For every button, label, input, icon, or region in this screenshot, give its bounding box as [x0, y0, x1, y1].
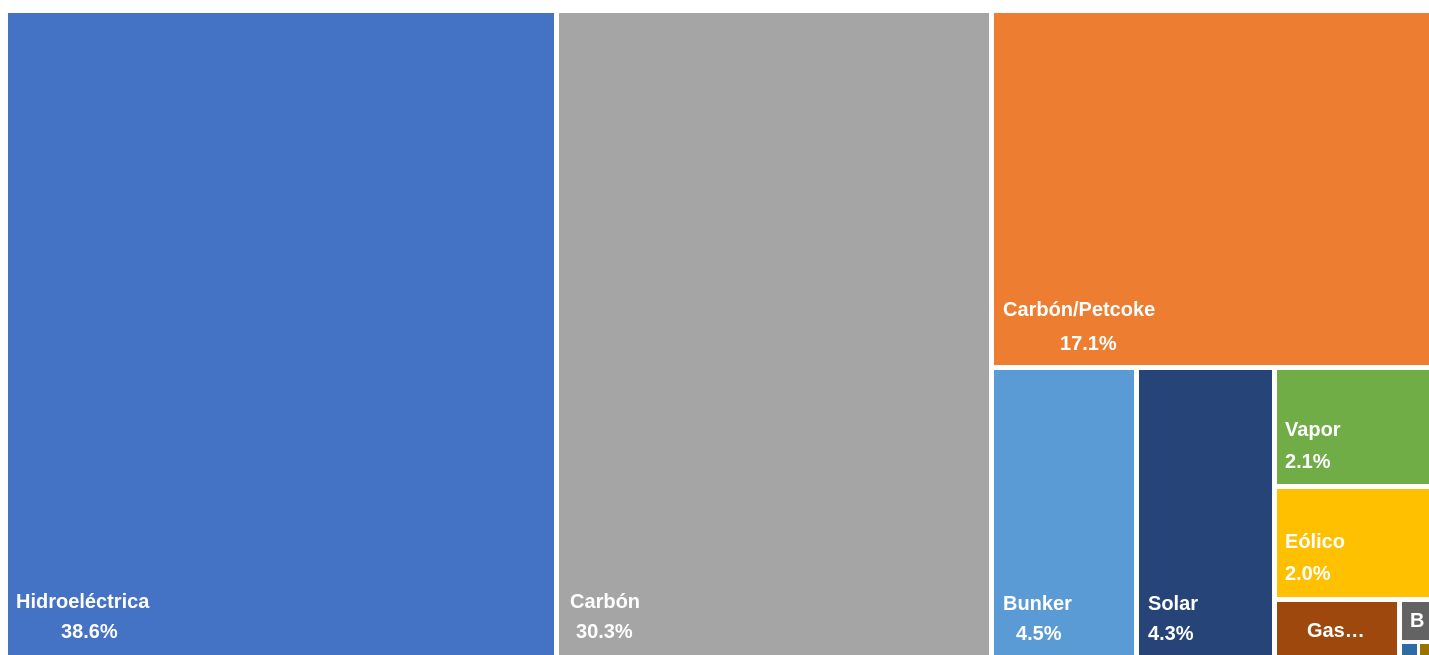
tile-value-eolico: 2.0%: [1285, 563, 1331, 585]
tile-hidroelectrica: Hidroeléctrica 38.6%: [8, 13, 554, 655]
tile-label-eolico: Eólico: [1285, 531, 1346, 553]
tile-unlabeled-9: [1402, 644, 1417, 655]
tile-carbon-petcoke: Carbón/Petcoke 17.1%: [994, 13, 1429, 365]
tile-value-carbon-petcoke: 17.1%: [1060, 333, 1117, 355]
tile-value-hidroelectrica: 38.6%: [61, 621, 118, 643]
tile-label-carbon: Carbón: [570, 591, 640, 613]
tile-label-carbon-petcoke: Carbón/Petcoke: [1003, 299, 1156, 321]
tile-value-solar: 4.3%: [1148, 623, 1194, 645]
tile-value-bunker: 4.5%: [1016, 623, 1062, 645]
tile-label-solar: Solar: [1148, 593, 1199, 615]
tile-gas: Gas…: [1277, 602, 1397, 655]
tile-eolico: Eólico 2.0%: [1277, 489, 1429, 597]
tile-carbon: Carbón 30.3%: [559, 13, 989, 655]
tile-value-carbon: 30.3%: [576, 621, 633, 643]
tile-label-vapor: Vapor: [1285, 419, 1341, 441]
tile-vapor: Vapor 2.1%: [1277, 370, 1429, 484]
tile-label-b: B: [1410, 610, 1425, 632]
tile-solar: Solar 4.3%: [1139, 370, 1272, 655]
tile-label-bunker: Bunker: [1003, 593, 1072, 615]
tile-unlabeled-10: [1420, 644, 1429, 655]
tile-b: B: [1402, 602, 1429, 640]
tile-label-hidroelectrica: Hidroeléctrica: [16, 591, 150, 613]
tile-label-gas: Gas…: [1307, 620, 1365, 642]
tile-value-vapor: 2.1%: [1285, 451, 1331, 473]
tile-bunker: Bunker 4.5%: [994, 370, 1134, 655]
